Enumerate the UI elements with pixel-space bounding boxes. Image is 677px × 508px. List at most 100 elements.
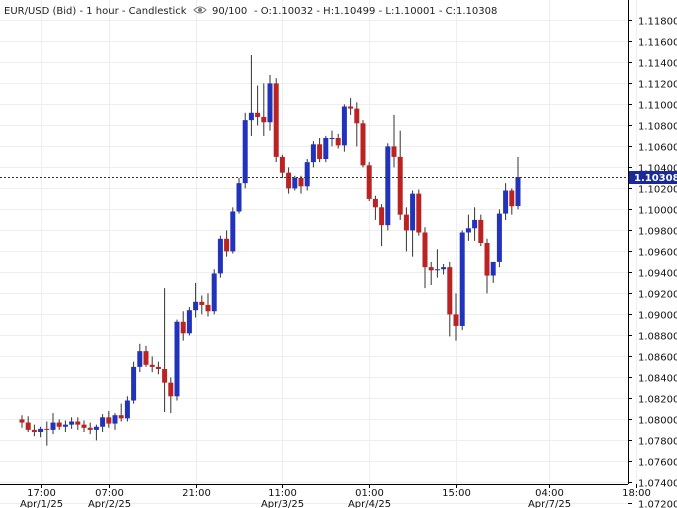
candle-up bbox=[304, 162, 310, 187]
y-tick-label: 1.08400 bbox=[638, 374, 677, 385]
x-tick-time: 07:00 bbox=[95, 488, 124, 499]
candle-up bbox=[323, 138, 329, 159]
ohlc-label: - O:1.10032 - H:1.10499 - L:1.10001 - C:… bbox=[254, 6, 497, 17]
y-tick-label: 1.11200 bbox=[638, 80, 677, 91]
candle-down bbox=[149, 364, 155, 367]
candle-up bbox=[503, 190, 509, 214]
candle-up bbox=[69, 421, 75, 425]
candle-down bbox=[279, 156, 285, 173]
eye-icon[interactable] bbox=[193, 6, 207, 14]
candle-down bbox=[224, 238, 230, 252]
x-tick-time: 11:00 bbox=[268, 488, 297, 499]
last-price-label: 1.10308 bbox=[634, 173, 677, 184]
candle-down bbox=[118, 415, 124, 419]
y-tick-label: 1.09800 bbox=[638, 227, 677, 238]
symbol-label: EUR/USD (Bid) - 1 hour - Candlestick bbox=[4, 6, 187, 17]
last-price-tag: 1.10308 bbox=[629, 171, 677, 184]
candle-up bbox=[100, 417, 106, 427]
x-tick-date: Apr/3/25 bbox=[261, 499, 304, 508]
candle-down bbox=[56, 422, 62, 427]
candle-up bbox=[230, 211, 236, 252]
y-tick-label: 1.07600 bbox=[638, 458, 677, 469]
candle-down bbox=[379, 207, 385, 226]
y-tick-label: 1.10000 bbox=[638, 206, 677, 217]
candle-down bbox=[25, 422, 31, 430]
y-tick-label: 1.10800 bbox=[638, 122, 677, 133]
candle-down bbox=[372, 198, 378, 208]
candle-up bbox=[186, 310, 192, 334]
candle-down bbox=[199, 301, 205, 305]
candle-down bbox=[397, 156, 403, 215]
candle-down bbox=[81, 424, 87, 428]
candle-up bbox=[242, 120, 248, 184]
candle-up bbox=[193, 301, 199, 311]
candle-up bbox=[124, 400, 130, 419]
y-tick-label: 1.08800 bbox=[638, 332, 677, 343]
candle-up bbox=[490, 261, 496, 276]
candle-up bbox=[441, 267, 447, 270]
candle-up bbox=[310, 144, 316, 163]
y-tick-label: 1.08000 bbox=[638, 416, 677, 427]
candle-up bbox=[236, 183, 242, 212]
y-tick-label: 1.09600 bbox=[638, 248, 677, 259]
candle-down bbox=[87, 427, 93, 430]
candle-down bbox=[335, 138, 341, 146]
candle-down bbox=[354, 108, 360, 124]
x-tick-time: 18:00 bbox=[622, 488, 651, 499]
y-tick-label: 1.07800 bbox=[638, 437, 677, 448]
x-tick-time: 21:00 bbox=[182, 488, 211, 499]
y-tick-label: 1.07200 bbox=[638, 500, 677, 508]
candle-down bbox=[75, 421, 81, 425]
chart-header: EUR/USD (Bid) - 1 hour - Candlestick 90/… bbox=[4, 6, 497, 17]
candles bbox=[19, 55, 521, 446]
y-tick-label: 1.11800 bbox=[638, 17, 677, 28]
x-tick-time: 17:00 bbox=[27, 488, 56, 499]
candle-up bbox=[329, 138, 335, 139]
candle-up bbox=[434, 269, 440, 271]
x-tick-date: Apr/1/25 bbox=[20, 499, 63, 508]
candle-down bbox=[422, 232, 428, 268]
candle-up bbox=[385, 146, 391, 226]
candle-up bbox=[341, 106, 347, 146]
y-tick-label: 1.08600 bbox=[638, 353, 677, 364]
y-tick-label: 1.11000 bbox=[638, 101, 677, 112]
candle-up bbox=[248, 112, 254, 121]
x-tick-date: Apr/2/25 bbox=[88, 499, 131, 508]
candle-up bbox=[465, 228, 471, 233]
candle-down bbox=[162, 369, 168, 383]
candle-up bbox=[292, 177, 298, 189]
candle-down bbox=[106, 417, 112, 424]
candle-down bbox=[155, 366, 161, 369]
candle-up bbox=[50, 422, 56, 430]
candle-down bbox=[360, 123, 366, 166]
y-tick-label: 1.11600 bbox=[638, 38, 677, 49]
y-tick-label: 1.09200 bbox=[638, 290, 677, 301]
y-tick-label: 1.08200 bbox=[638, 395, 677, 406]
y-tick-label: 1.10600 bbox=[638, 143, 677, 154]
y-tick-label: 1.11400 bbox=[638, 59, 677, 70]
candle-down bbox=[143, 351, 149, 365]
candle-down bbox=[317, 144, 323, 159]
zoom-label: 90/100 bbox=[212, 6, 247, 17]
candle-down bbox=[19, 419, 25, 423]
candle-up bbox=[174, 321, 180, 397]
candle-down bbox=[348, 106, 354, 109]
candle-up bbox=[131, 366, 137, 401]
candle-up bbox=[112, 415, 118, 424]
x-tick-date: Apr/4/25 bbox=[348, 499, 391, 508]
x-tick-time: 04:00 bbox=[535, 488, 564, 499]
candle-down bbox=[255, 112, 261, 117]
candle-up bbox=[459, 232, 465, 326]
candle-down bbox=[484, 243, 490, 276]
candle-down bbox=[31, 429, 37, 432]
candle-down bbox=[286, 172, 292, 189]
candle-down bbox=[403, 214, 409, 231]
candle-down bbox=[273, 83, 279, 157]
candle-up bbox=[93, 426, 99, 430]
candle-down bbox=[298, 177, 304, 187]
x-tick-time: 01:00 bbox=[355, 488, 384, 499]
candle-down bbox=[261, 117, 267, 123]
